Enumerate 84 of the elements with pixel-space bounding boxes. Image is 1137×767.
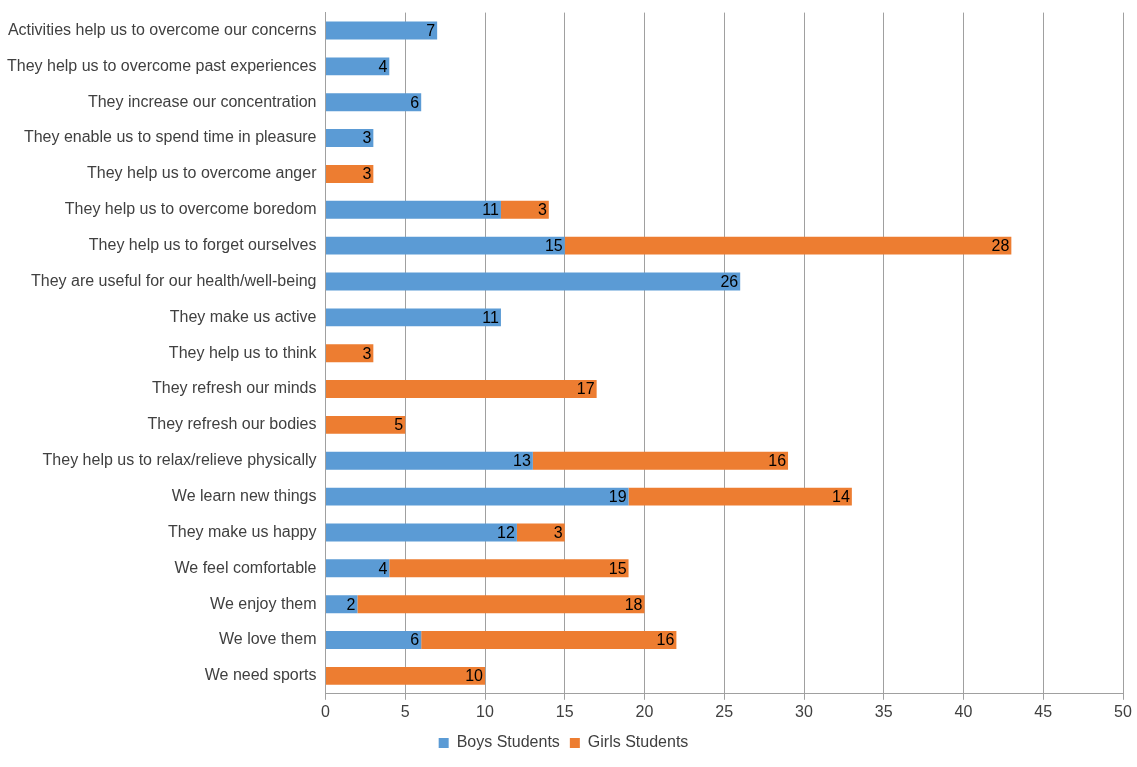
- y-tick-label: They enable us to spend time in pleasure: [23, 128, 317, 146]
- data-label: 19: [608, 488, 627, 506]
- data-label: 16: [768, 452, 787, 470]
- y-tick-label: They increase our concentration: [87, 92, 317, 110]
- bar: [326, 308, 501, 327]
- bar: [326, 344, 374, 363]
- data-label: 12: [497, 523, 515, 541]
- bar: [326, 93, 422, 112]
- y-tick-label: We need sports: [204, 666, 317, 684]
- y-tick-label: They help us to relax/relieve physically: [42, 451, 317, 469]
- data-label: 3: [362, 165, 372, 183]
- data-label: 5: [394, 416, 404, 434]
- y-tick-label: Activities help us to overcome our concerns: [7, 20, 317, 38]
- legend-label: Girls Students: [587, 733, 689, 751]
- bar: [628, 487, 852, 506]
- x-tick-label: 35: [874, 702, 893, 720]
- y-tick-label: They help us to think: [168, 343, 318, 361]
- x-tick-label: 10: [476, 702, 494, 720]
- y-tick-label: They are useful for our health/well-being: [31, 271, 317, 289]
- y-tick-label: We love them: [218, 630, 317, 648]
- y-tick-label: We feel comfortable: [174, 558, 317, 576]
- bar: [326, 451, 533, 470]
- bar: [326, 415, 406, 434]
- y-tick-label: We enjoy them: [210, 594, 317, 612]
- x-tick-label: 40: [954, 702, 973, 720]
- data-label: 28: [991, 237, 1010, 255]
- data-label: 11: [482, 201, 500, 219]
- y-tick-label: They help us to overcome boredom: [64, 200, 317, 218]
- data-label: 10: [465, 667, 484, 685]
- y-tick-label: They make us active: [169, 307, 317, 325]
- x-tick-label: 45: [1034, 702, 1053, 720]
- bar: [326, 523, 517, 542]
- data-label: 11: [482, 308, 500, 326]
- data-label: 14: [832, 488, 850, 506]
- bar: [326, 164, 374, 183]
- data-label: 26: [720, 272, 739, 290]
- bar: [326, 272, 741, 291]
- data-label: 16: [656, 631, 675, 649]
- data-label: 4: [378, 559, 388, 577]
- bar: [421, 631, 677, 649]
- data-label: 15: [608, 559, 627, 577]
- y-tick-label: They refresh our minds: [151, 379, 317, 397]
- data-label: 3: [362, 129, 372, 147]
- bar: [326, 631, 422, 649]
- bar: [326, 380, 597, 399]
- data-label: 4: [378, 57, 388, 75]
- data-label: 6: [410, 93, 420, 111]
- x-tick-label: 50: [1114, 702, 1132, 720]
- y-tick-label: They help us to overcome anger: [87, 164, 318, 182]
- bar: [326, 57, 390, 76]
- y-tick-label: They help us to forget ourselves: [88, 236, 317, 254]
- data-label: 3: [362, 344, 372, 362]
- legend-label: Boys Students: [456, 733, 560, 751]
- bar: [389, 559, 629, 578]
- bar: [326, 487, 629, 506]
- y-tick-label: They refresh our bodies: [147, 415, 317, 433]
- x-tick-label: 25: [715, 702, 734, 720]
- data-label: 3: [537, 201, 547, 219]
- x-tick-label: 5: [400, 702, 410, 720]
- bar: [326, 559, 390, 578]
- bar: [326, 129, 374, 148]
- bar: [532, 451, 789, 470]
- bar: [326, 21, 438, 40]
- data-label: 17: [576, 380, 595, 398]
- data-label: 7: [426, 21, 436, 39]
- y-tick-label: They make us happy: [167, 522, 317, 540]
- x-tick-label: 20: [635, 702, 654, 720]
- x-tick-label: 30: [795, 702, 813, 720]
- data-label: 2: [346, 595, 356, 613]
- y-tick-label: They help us to overcome past experiences: [7, 56, 317, 74]
- bar: [564, 236, 1012, 255]
- data-label: 18: [624, 595, 643, 613]
- data-label: 6: [410, 631, 420, 649]
- data-label: 13: [513, 452, 531, 470]
- x-tick-label: 0: [321, 702, 331, 720]
- bar: [500, 200, 549, 219]
- bar: [326, 236, 565, 255]
- bar: [326, 666, 485, 685]
- data-label: 3: [553, 523, 563, 541]
- x-tick-label: 15: [555, 702, 574, 720]
- data-label: 15: [544, 237, 563, 255]
- y-tick-label: We learn new things: [171, 487, 317, 505]
- bar: [326, 200, 501, 219]
- bar: [357, 595, 645, 614]
